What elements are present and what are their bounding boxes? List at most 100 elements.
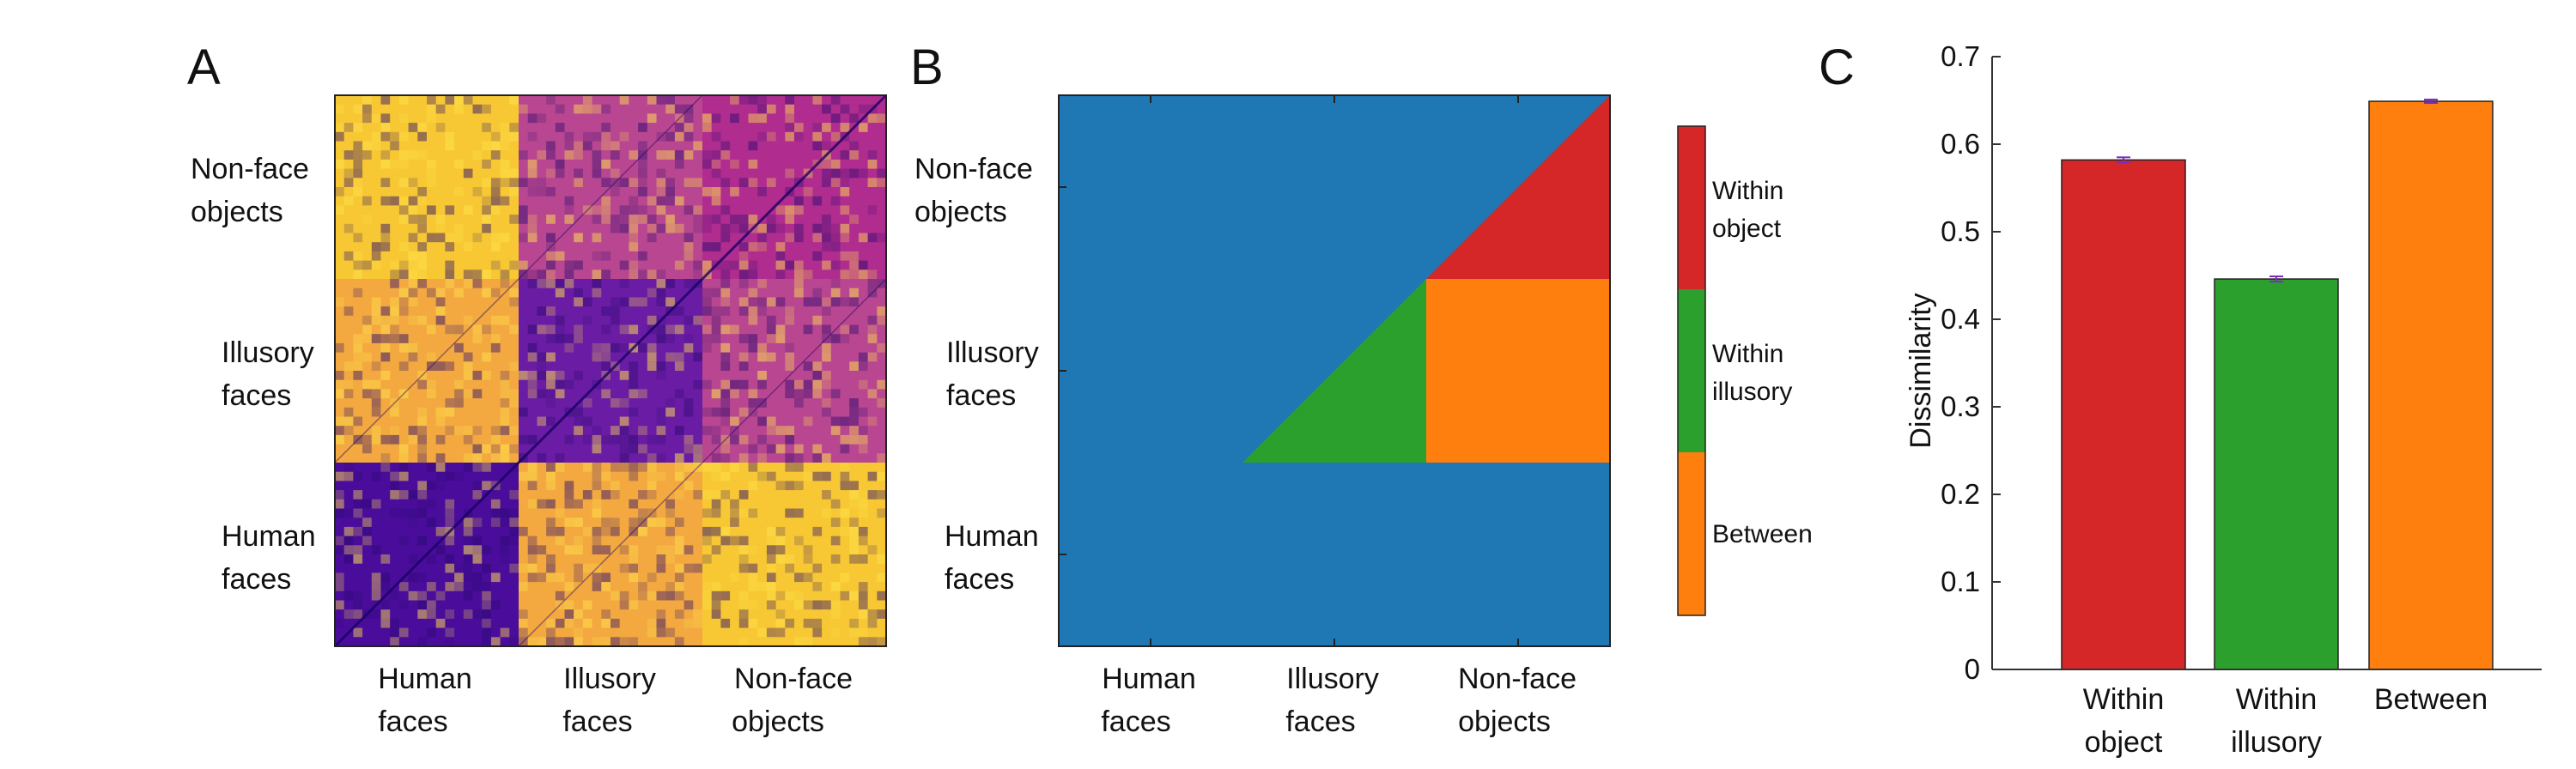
noise-cell	[427, 159, 436, 169]
noise-cell	[380, 131, 391, 142]
noise-cell	[527, 233, 538, 243]
noise-cell	[427, 582, 436, 591]
noise-cell	[822, 141, 831, 151]
noise-cell	[592, 637, 602, 646]
noise-cell	[830, 554, 841, 564]
noise-cell	[601, 104, 611, 114]
noise-cell	[674, 306, 684, 316]
noise-cell	[509, 187, 519, 197]
noise-cell	[509, 444, 519, 454]
noise-cell	[794, 481, 804, 491]
noise-cell	[665, 279, 675, 288]
noise-cell	[353, 123, 363, 132]
noise-cell	[775, 242, 786, 251]
noise-cell	[840, 297, 850, 307]
noise-cell	[711, 407, 721, 417]
noise-cell	[656, 187, 666, 197]
noise-cell	[693, 269, 702, 279]
noise-cell	[711, 434, 721, 445]
legend-label-within-illusory-line1: Within	[1712, 340, 1783, 368]
noise-cell	[720, 490, 731, 500]
noise-cell	[445, 233, 455, 243]
noise-cell	[794, 196, 804, 206]
noise-cell	[398, 490, 409, 500]
noise-cell	[390, 618, 399, 628]
noise-cell	[619, 131, 629, 142]
noise-cell	[702, 463, 712, 472]
noise-cell	[564, 269, 574, 279]
noise-cell	[840, 233, 850, 243]
noise-cell	[371, 315, 381, 325]
noise-cell	[785, 481, 794, 491]
noise-cell	[858, 554, 868, 564]
noise-cell	[611, 618, 620, 628]
noise-cell	[738, 306, 749, 316]
noise-cell	[371, 242, 381, 251]
noise-cell	[730, 324, 739, 335]
noise-cell	[582, 297, 592, 307]
noise-cell	[775, 590, 786, 601]
noise-cell	[683, 407, 694, 417]
noise-cell	[555, 371, 565, 380]
noise-cell	[858, 407, 868, 417]
noise-cell	[435, 526, 446, 536]
noise-cell	[592, 104, 602, 114]
noise-cell	[748, 444, 758, 454]
noise-cell	[766, 590, 776, 601]
noise-cell	[611, 141, 620, 151]
noise-cell	[500, 627, 510, 638]
noise-cell	[445, 279, 455, 288]
noise-cell	[840, 481, 850, 491]
noise-cell	[335, 499, 344, 509]
noise-cell	[490, 508, 501, 518]
noise-cell	[858, 590, 868, 601]
noise-cell	[582, 416, 592, 427]
noise-cell	[849, 618, 859, 628]
noise-cell	[490, 315, 501, 325]
noise-cell	[380, 233, 391, 243]
noise-cell	[546, 260, 556, 270]
noise-cell	[371, 306, 381, 316]
noise-cell	[463, 426, 473, 435]
noise-cell	[463, 526, 473, 536]
noise-cell	[702, 242, 712, 251]
noise-cell	[371, 471, 381, 481]
noise-cell	[353, 609, 363, 619]
noise-cell	[720, 471, 731, 481]
noise-cell	[335, 508, 344, 518]
noise-cell	[582, 600, 592, 610]
noise-cell	[830, 297, 841, 307]
noise-cell	[674, 582, 684, 591]
noise-cell	[849, 269, 859, 279]
noise-cell	[840, 334, 850, 343]
noise-cell	[490, 141, 501, 151]
noise-cell	[730, 95, 739, 105]
noise-cell	[711, 315, 721, 325]
noise-cell	[490, 233, 501, 243]
noise-cell	[665, 187, 675, 197]
noise-cell	[611, 426, 620, 435]
noise-cell	[564, 434, 574, 445]
noise-cell	[353, 288, 363, 298]
noise-cell	[611, 315, 620, 325]
noise-cell	[693, 490, 702, 500]
noise-cell	[482, 352, 491, 362]
noise-cell	[849, 150, 859, 160]
noise-cell	[683, 545, 694, 554]
noise-cell	[362, 379, 372, 390]
noise-cell	[546, 481, 556, 491]
noise-cell	[335, 159, 344, 169]
noise-cell	[711, 426, 721, 435]
noise-cell	[362, 113, 372, 124]
noise-cell	[702, 187, 712, 197]
panel-b-row-labels: Non-face objects Illusory faces Human fa…	[914, 153, 1039, 596]
noise-cell	[582, 95, 592, 105]
noise-cell	[849, 554, 859, 564]
noise-cell	[500, 279, 510, 288]
noise-cell	[564, 600, 574, 610]
noise-cell	[390, 269, 399, 279]
noise-cell	[748, 545, 758, 554]
noise-cell	[738, 361, 749, 371]
y-tick-label: 0.7	[1941, 40, 1980, 72]
